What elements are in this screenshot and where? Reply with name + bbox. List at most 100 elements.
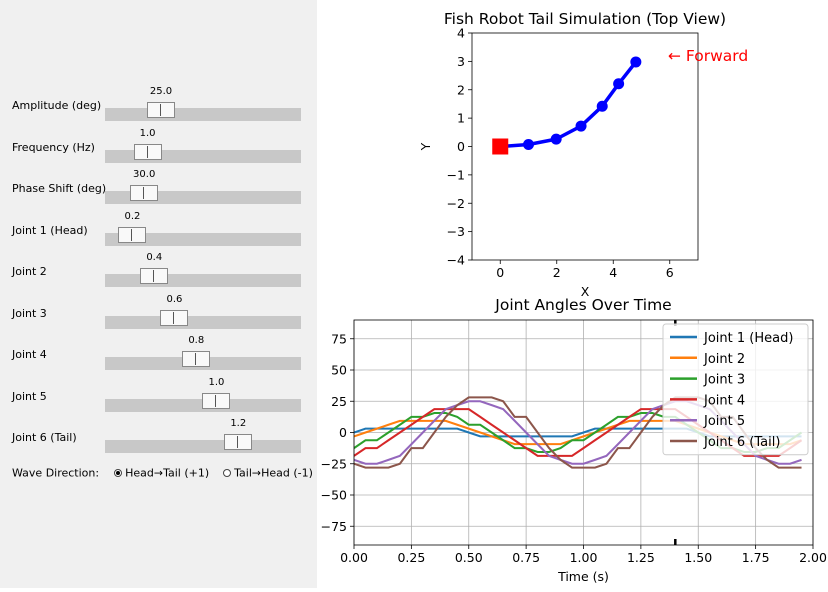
- slider-row-7: Joint 5 1.0: [0, 376, 317, 412]
- y-tick-label: −50: [321, 488, 347, 503]
- bottom-plot-xlabel: Time (s): [557, 569, 609, 584]
- slider-label: Frequency (Hz): [12, 140, 95, 154]
- slider-label: Phase Shift (deg): [12, 182, 107, 195]
- legend-label: Joint 1 (Head): [703, 331, 793, 346]
- x-tick-label: 0.50: [455, 550, 483, 565]
- x-tick-label: 1.75: [742, 550, 770, 565]
- x-tick-label: 4: [609, 265, 617, 280]
- slider-thumb[interactable]: [147, 102, 175, 118]
- radio-head-to-tail[interactable]: [114, 469, 123, 477]
- legend-label: Joint 3: [703, 373, 745, 388]
- slider-value: 0.6: [166, 293, 183, 305]
- slider-track[interactable]: [105, 315, 301, 329]
- y-tick-label: 50: [331, 363, 347, 378]
- bottom-plot-frame: [353, 319, 814, 546]
- top-plot-ylabel: Y: [418, 142, 433, 151]
- y-tick-label: 4: [457, 26, 465, 41]
- y-tick-label: 0: [457, 139, 465, 154]
- slider-value: 30.0: [133, 169, 156, 180]
- y-tick-label: 3: [457, 54, 465, 69]
- slider-thumb[interactable]: [130, 185, 159, 201]
- slider-thumb[interactable]: [182, 351, 211, 367]
- slider-track[interactable]: [105, 232, 301, 246]
- x-tick-label: 0.25: [397, 550, 425, 565]
- y-tick-label: 75: [331, 331, 347, 346]
- figure-canvas: Fish Robot Tail Simulation (Top View) 0 2 4…: [317, 0, 828, 588]
- slider-row-2: Phase Shift (deg) 30.0: [0, 168, 317, 204]
- slider-track[interactable]: [105, 440, 301, 453]
- x-tick-label: 0.75: [512, 550, 540, 565]
- slider-value: 1.2: [230, 418, 247, 429]
- slider-label: Joint 6 (Tail): [12, 431, 77, 444]
- slider-label: Amplitude (deg): [12, 99, 102, 112]
- top-plot-title: Fish Robot Tail Simulation (Top View): [444, 10, 726, 28]
- tail-link: [500, 60, 638, 149]
- legend-label: Joint 4: [703, 393, 745, 408]
- slider-thumb[interactable]: [224, 434, 253, 450]
- slider-value: 0.4: [146, 252, 163, 263]
- legend-label: Joint 6 (Tail): [703, 435, 780, 450]
- legend-box: [662, 323, 809, 456]
- slider-thumb[interactable]: [202, 392, 231, 409]
- bottom-plot: Joint Angles Over Time 0.00 0.25 0.50 0.75 1.…: [321, 296, 827, 584]
- tail-joint-marker: [575, 120, 587, 132]
- slider-row-6: Joint 4 0.8: [0, 334, 317, 370]
- y-tick-label: 25: [331, 394, 347, 409]
- top-plot-frame: [471, 32, 699, 261]
- y-tick-label: −25: [321, 456, 347, 471]
- y-tick-label: −4: [447, 253, 465, 268]
- slider-value: 1.0: [139, 127, 156, 139]
- slider-label: Joint 3: [12, 306, 47, 320]
- y-tick-label: −2: [447, 196, 465, 211]
- wave-direction-group: Wave Direction: Head→Tail (+1) Tail→Head…: [12, 466, 313, 480]
- tail-joint-marker: [630, 56, 642, 68]
- slider-thumb[interactable]: [118, 226, 147, 243]
- head-marker: [492, 138, 509, 155]
- wave-direction-label: Wave Direction:: [12, 466, 100, 480]
- x-tick-label: 1.00: [570, 550, 598, 565]
- slider-thumb[interactable]: [160, 309, 189, 326]
- x-tick-label: 1.50: [684, 550, 712, 565]
- tail-joint-marker: [613, 78, 625, 90]
- bottom-plot-title: Joint Angles Over Time: [494, 296, 671, 314]
- tail-joint-marker: [550, 133, 562, 145]
- slider-label: Joint 4: [12, 348, 47, 361]
- slider-label: Joint 5: [12, 389, 47, 403]
- slider-row-4: Joint 2 0.4: [0, 251, 317, 287]
- slider-value: 1.0: [208, 376, 225, 388]
- x-tick-label: 2.00: [799, 550, 827, 565]
- legend-label: Joint 2: [703, 352, 745, 367]
- slider-track[interactable]: [105, 108, 301, 121]
- radio-tail-to-head-label[interactable]: Tail→Head (-1): [234, 466, 313, 480]
- y-tick-label: 0: [339, 425, 347, 440]
- radio-head-to-tail-label[interactable]: Head→Tail (+1): [125, 466, 210, 480]
- y-tick-label: 2: [457, 82, 465, 97]
- x-tick-label: 1.25: [627, 550, 655, 565]
- slider-thumb[interactable]: [133, 143, 162, 160]
- slider-value: 0.2: [124, 210, 141, 222]
- slider-row-3: Joint 1 (Head) 0.2: [0, 210, 317, 246]
- control-panel: Amplitude (deg) 25.0 Frequency (Hz) 1.0 Phas…: [0, 0, 317, 588]
- forward-annotation: ← Forward: [668, 47, 748, 65]
- slider-value: 0.8: [188, 335, 205, 346]
- y-tick-label: −1: [447, 167, 465, 182]
- slider-row-0: Amplitude (deg) 25.0: [0, 85, 317, 121]
- slider-label: Joint 1 (Head): [12, 223, 88, 237]
- tail-joint-marker: [596, 100, 608, 112]
- x-tick-label: 0.00: [340, 550, 368, 565]
- x-tick-label: 2: [553, 265, 561, 280]
- slider-thumb[interactable]: [140, 268, 169, 284]
- slider-row-1: Frequency (Hz) 1.0: [0, 127, 317, 163]
- y-tick-label: −3: [447, 224, 465, 239]
- slider-row-8: Joint 6 (Tail) 1.2: [0, 417, 317, 453]
- figure-svg: Fish Robot Tail Simulation (Top View) 0 2 4…: [321, 10, 827, 584]
- radio-tail-to-head[interactable]: [223, 469, 232, 477]
- x-tick-label: 6: [666, 265, 674, 280]
- slider-label: Joint 2: [12, 265, 47, 278]
- y-tick-label: 1: [457, 111, 465, 126]
- slider-row-5: Joint 3 0.6: [0, 293, 317, 329]
- top-plot: Fish Robot Tail Simulation (Top View) 0 2 4…: [418, 10, 748, 299]
- slider-value: 25.0: [149, 86, 173, 97]
- y-tick-label: −75: [321, 519, 347, 534]
- slider-track[interactable]: [105, 274, 301, 287]
